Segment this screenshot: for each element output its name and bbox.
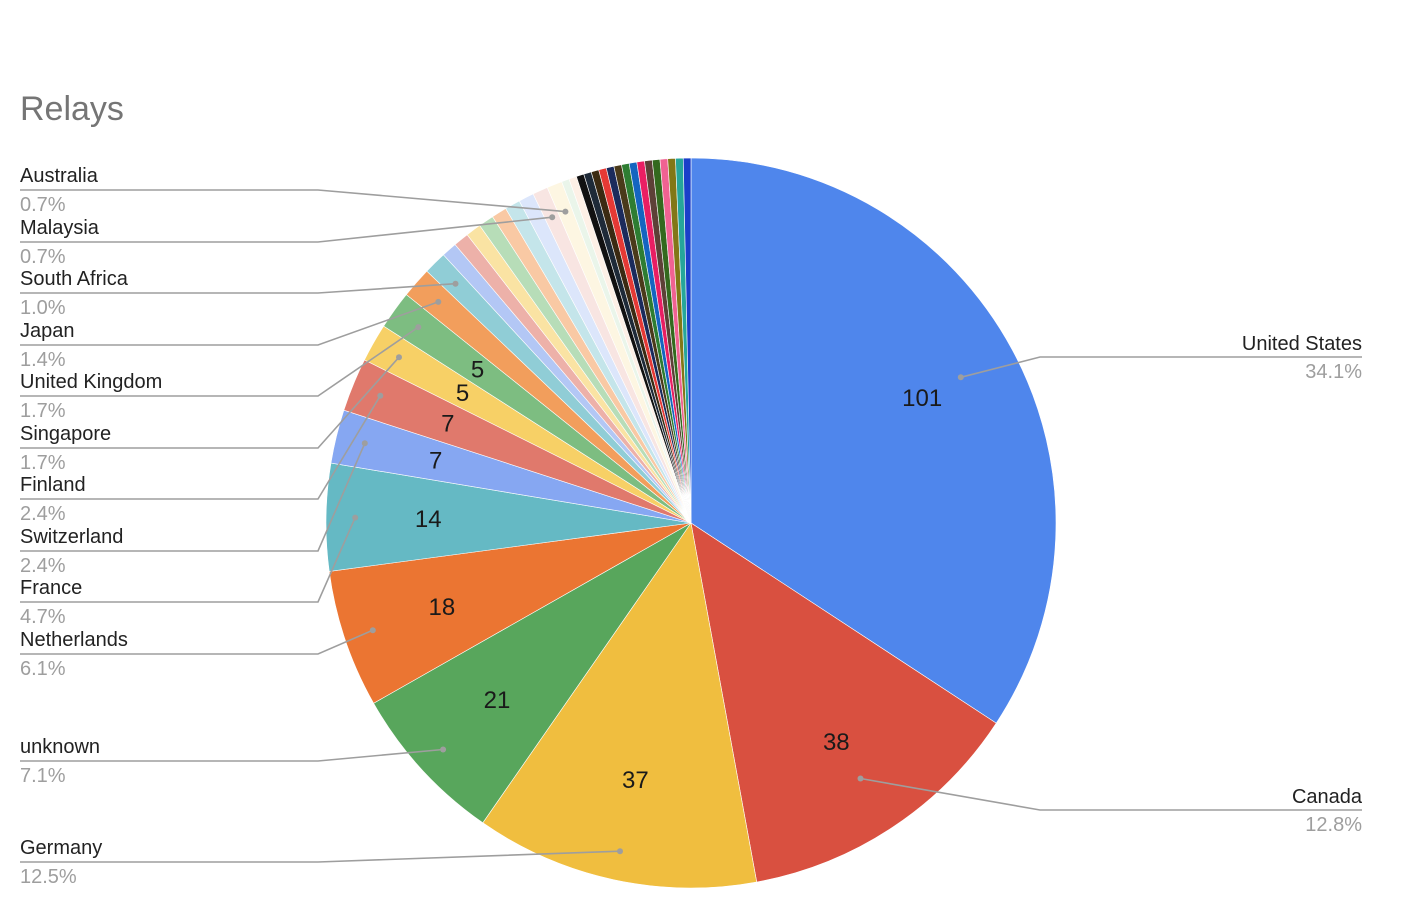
pie-slice bbox=[690, 522, 997, 883]
callout-leader bbox=[20, 326, 419, 397]
callout-percent: 1.4% bbox=[20, 349, 66, 371]
chart-title: Relays bbox=[20, 90, 124, 128]
callout-leader bbox=[20, 189, 566, 213]
callout-label: Finland bbox=[20, 474, 86, 496]
callout-percent: 7.1% bbox=[20, 765, 66, 787]
callout-percent: 34.1% bbox=[1305, 361, 1362, 383]
callout-leader bbox=[20, 629, 374, 655]
callout-label: Singapore bbox=[20, 423, 111, 445]
slice-value-label: 37 bbox=[622, 767, 649, 794]
slice-value-label: 5 bbox=[456, 380, 469, 407]
callout-leader bbox=[960, 356, 1362, 379]
callout-leader bbox=[20, 442, 366, 552]
callout-percent: 6.1% bbox=[20, 658, 66, 680]
slice-value-label: 21 bbox=[484, 687, 511, 714]
callout-label: France bbox=[20, 577, 82, 599]
slice-value-label: 14 bbox=[415, 506, 442, 533]
callout-label: Malaysia bbox=[20, 217, 100, 239]
callout-leader bbox=[20, 748, 444, 762]
callout-label: Netherlands bbox=[20, 629, 128, 651]
callout-label: Switzerland bbox=[20, 526, 123, 548]
callout-percent: 1.0% bbox=[20, 297, 66, 319]
slice-value-label: 7 bbox=[429, 448, 442, 475]
slice-value-label: 38 bbox=[823, 729, 850, 756]
pie-slice bbox=[373, 522, 692, 824]
callout-percent: 0.7% bbox=[20, 194, 66, 216]
pie-slice bbox=[682, 157, 692, 524]
callout-leader bbox=[860, 777, 1362, 811]
callout-label: United States bbox=[1242, 333, 1362, 355]
callout-leader bbox=[20, 282, 456, 294]
callout-percent: 1.7% bbox=[20, 452, 66, 474]
callout-percent: 12.8% bbox=[1305, 814, 1362, 836]
slice-value-label: 7 bbox=[441, 410, 454, 437]
callout-label: unknown bbox=[20, 736, 100, 758]
callout-percent: 0.7% bbox=[20, 246, 66, 268]
pie-slice bbox=[482, 522, 758, 889]
callout-leader bbox=[20, 517, 356, 603]
callout-label: Germany bbox=[20, 837, 102, 859]
callout-label: South Africa bbox=[20, 268, 129, 290]
callout-label: United Kingdom bbox=[20, 371, 162, 393]
slice-value-label: 18 bbox=[429, 594, 456, 621]
callout-leader bbox=[20, 850, 621, 863]
callout-percent: 4.7% bbox=[20, 606, 66, 628]
callout-leader bbox=[20, 356, 400, 449]
callout-percent: 2.4% bbox=[20, 503, 66, 525]
callout-leader bbox=[20, 395, 381, 500]
callout-label: Australia bbox=[20, 165, 99, 187]
pie-slice bbox=[690, 157, 1057, 724]
pie-slices bbox=[325, 157, 1057, 889]
callout-leader bbox=[20, 301, 439, 346]
callout-percent: 2.4% bbox=[20, 555, 66, 577]
slice-value-label: 5 bbox=[471, 357, 484, 384]
slice-value-label: 101 bbox=[902, 385, 942, 412]
callout-label: Japan bbox=[20, 320, 75, 342]
callout-percent: 12.5% bbox=[20, 866, 77, 888]
callout-percent: 1.7% bbox=[20, 400, 66, 422]
pie-callout-labels: United States 34.1% Canada 12.8% Germany 12.5… bbox=[20, 165, 1363, 888]
callout-label: Canada bbox=[1292, 786, 1363, 808]
callout-leader bbox=[20, 216, 553, 243]
